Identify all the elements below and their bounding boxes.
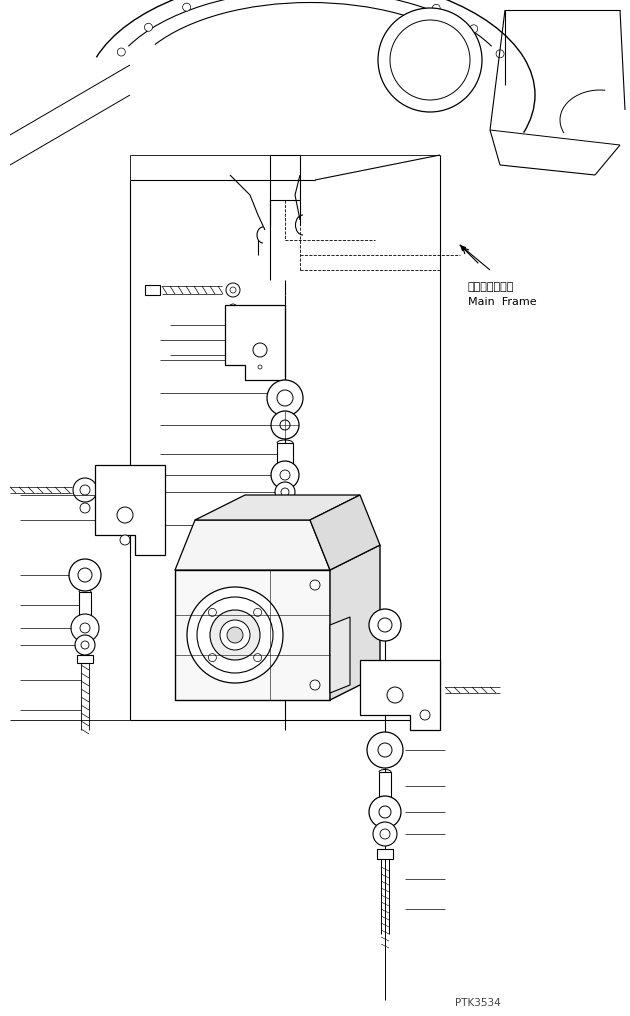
Text: PTK3534: PTK3534: [455, 998, 501, 1008]
Polygon shape: [277, 505, 293, 517]
Circle shape: [432, 4, 440, 12]
Polygon shape: [175, 520, 330, 570]
Circle shape: [230, 287, 236, 293]
Circle shape: [378, 618, 392, 632]
Circle shape: [496, 50, 504, 58]
Circle shape: [387, 687, 403, 703]
Text: Main  Frame: Main Frame: [468, 297, 537, 307]
Circle shape: [210, 610, 260, 660]
Polygon shape: [379, 772, 391, 800]
Circle shape: [367, 732, 403, 768]
Circle shape: [220, 620, 250, 650]
Circle shape: [470, 24, 478, 33]
Text: メインフレーム: メインフレーム: [468, 282, 514, 292]
Circle shape: [253, 343, 267, 357]
Polygon shape: [360, 660, 440, 731]
Polygon shape: [330, 617, 350, 693]
Polygon shape: [225, 305, 285, 380]
Circle shape: [71, 614, 99, 642]
Circle shape: [209, 609, 216, 617]
Circle shape: [197, 597, 273, 673]
Polygon shape: [330, 545, 380, 700]
Circle shape: [73, 478, 97, 502]
Circle shape: [254, 609, 261, 617]
Circle shape: [369, 796, 401, 828]
Circle shape: [420, 710, 430, 720]
Circle shape: [275, 482, 295, 502]
Circle shape: [379, 806, 391, 818]
Circle shape: [254, 653, 261, 661]
Polygon shape: [195, 495, 360, 520]
Circle shape: [80, 623, 90, 633]
Circle shape: [271, 461, 299, 489]
Circle shape: [183, 3, 191, 11]
Polygon shape: [77, 655, 93, 663]
Polygon shape: [277, 443, 293, 465]
Circle shape: [373, 822, 397, 846]
Circle shape: [144, 23, 152, 31]
Circle shape: [280, 470, 290, 480]
Circle shape: [81, 641, 89, 649]
Circle shape: [369, 609, 401, 641]
Circle shape: [378, 8, 482, 112]
Circle shape: [187, 587, 283, 683]
Polygon shape: [310, 495, 380, 570]
Circle shape: [80, 485, 90, 495]
Circle shape: [120, 535, 130, 545]
Circle shape: [310, 680, 320, 690]
Polygon shape: [79, 592, 91, 618]
Circle shape: [117, 507, 133, 523]
Circle shape: [267, 380, 303, 416]
Polygon shape: [95, 465, 165, 555]
Circle shape: [390, 20, 470, 100]
Circle shape: [80, 503, 90, 513]
Circle shape: [209, 653, 216, 661]
Circle shape: [310, 580, 320, 590]
Circle shape: [78, 568, 92, 582]
Circle shape: [271, 411, 299, 439]
Circle shape: [69, 559, 101, 591]
Polygon shape: [175, 545, 380, 570]
Polygon shape: [377, 849, 393, 859]
Circle shape: [280, 420, 290, 430]
Circle shape: [227, 627, 243, 643]
Polygon shape: [145, 285, 160, 295]
Circle shape: [226, 283, 240, 297]
Polygon shape: [175, 570, 330, 700]
Circle shape: [380, 829, 390, 839]
Circle shape: [281, 488, 289, 496]
Circle shape: [229, 304, 237, 312]
Circle shape: [378, 743, 392, 757]
Circle shape: [277, 390, 293, 406]
Circle shape: [117, 48, 125, 56]
Circle shape: [75, 635, 95, 655]
Circle shape: [258, 365, 262, 369]
